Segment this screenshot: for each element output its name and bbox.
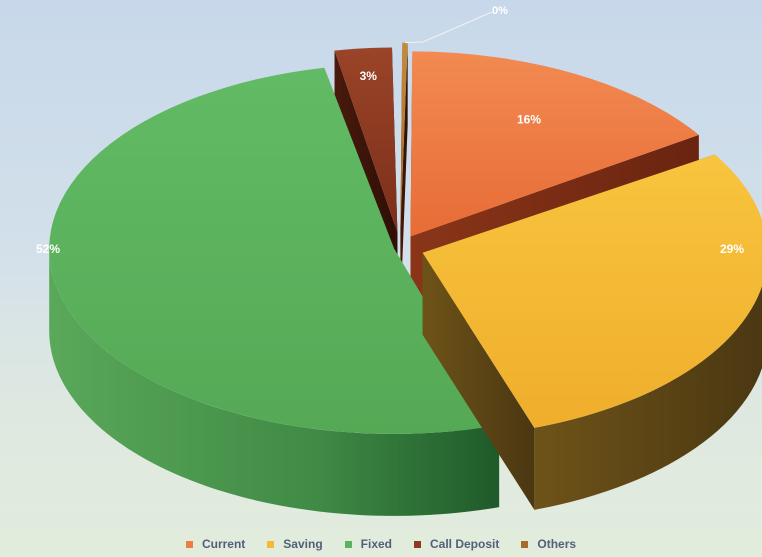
chart-legend: Current Saving Fixed Call Deposit Others (0, 536, 762, 552)
legend-label: Current (201, 537, 246, 551)
data-label-fixed: 52% (36, 242, 60, 256)
legend-label: Saving (283, 537, 323, 551)
legend-swatch (185, 540, 193, 548)
legend-label: Call Deposit (430, 537, 500, 551)
legend-item-others: Others (521, 537, 576, 551)
pie-slice-top (49, 67, 500, 434)
pie-slice-others (400, 42, 408, 310)
legend-label: Others (537, 537, 577, 551)
pie-slice-top (400, 42, 408, 228)
pie-data-labels: 16% 29% 52% 3% 0% (36, 5, 744, 256)
data-label-others: 0% (492, 5, 508, 17)
legend-swatch (267, 540, 275, 548)
pie-slice-top (422, 154, 762, 428)
legend-item-current: Current (185, 537, 246, 551)
data-label-saving: 29% (720, 242, 744, 256)
legend-swatch (414, 540, 421, 548)
legend-item-call-deposit: Call Deposit (414, 537, 499, 551)
leader-line (404, 11, 493, 44)
pie-slice-saving (422, 154, 762, 510)
pie-slices (49, 42, 762, 516)
legend-swatch (521, 540, 529, 548)
pie-slice-wall (400, 42, 408, 310)
pie-slice-wall (422, 252, 535, 510)
data-label-call-deposit: 3% (360, 69, 378, 83)
pie-slice-fixed (49, 67, 500, 516)
legend-label: Fixed (360, 537, 392, 551)
pie-slice-side (534, 286, 762, 510)
pie-slice-top (334, 47, 398, 233)
legend-swatch (344, 540, 352, 548)
legend-item-fixed: Fixed (344, 537, 392, 551)
legend-item-saving: Saving (267, 537, 323, 551)
pie-slice-top (410, 51, 699, 237)
pie-slice-side (49, 248, 500, 516)
data-label-current: 16% (517, 112, 541, 126)
